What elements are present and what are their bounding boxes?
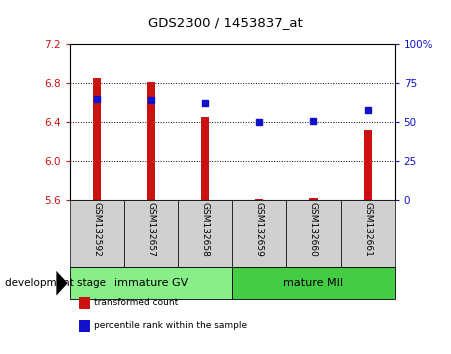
Text: GSM132659: GSM132659 — [255, 202, 264, 257]
Bar — [341, 200, 395, 267]
Point — [310, 118, 317, 124]
Bar — [93, 78, 101, 200]
Text: GSM132657: GSM132657 — [147, 202, 156, 257]
Bar — [232, 267, 395, 299]
Bar — [309, 198, 318, 200]
Bar — [232, 200, 286, 267]
Point — [93, 96, 101, 102]
Text: mature MII: mature MII — [283, 278, 344, 288]
Text: GSM132660: GSM132660 — [309, 202, 318, 257]
Bar — [255, 199, 263, 200]
Point — [256, 119, 263, 125]
Text: GSM132592: GSM132592 — [92, 202, 101, 257]
Point — [147, 97, 155, 103]
Bar — [286, 200, 341, 267]
Point — [202, 101, 209, 106]
Bar — [178, 200, 232, 267]
Bar — [70, 267, 232, 299]
Bar — [124, 200, 178, 267]
Text: percentile rank within the sample: percentile rank within the sample — [94, 321, 247, 330]
Bar — [201, 117, 209, 200]
Polygon shape — [56, 271, 68, 296]
Text: immature GV: immature GV — [114, 278, 188, 288]
Text: GSM132658: GSM132658 — [201, 202, 210, 257]
Text: development stage: development stage — [5, 278, 106, 288]
Text: transformed count: transformed count — [94, 298, 178, 307]
Bar — [147, 82, 155, 200]
Point — [364, 107, 371, 113]
Bar — [70, 200, 124, 267]
Bar — [364, 130, 372, 200]
Text: GSM132661: GSM132661 — [363, 202, 372, 257]
Text: GDS2300 / 1453837_at: GDS2300 / 1453837_at — [148, 16, 303, 29]
